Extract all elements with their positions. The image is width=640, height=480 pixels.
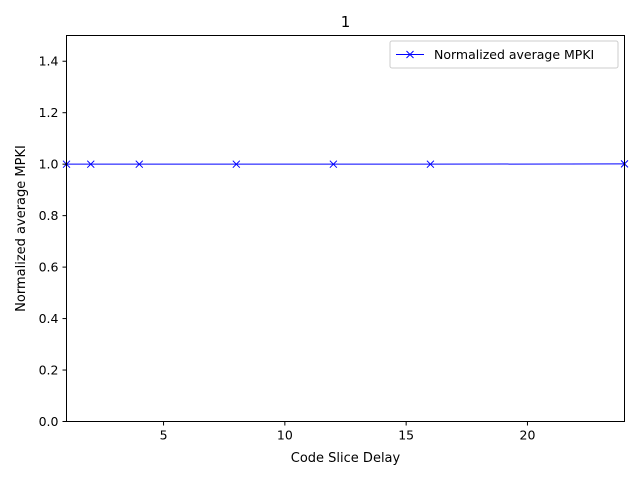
- ticks: 5 10 15 20 0.0 0.2 0.4 0.6 0.8 1.0 1.2 1.4: [39, 54, 536, 443]
- y-tick-label: 0.8: [39, 208, 59, 223]
- data-point-marker: [232, 160, 241, 169]
- axes-frame: [66, 35, 625, 422]
- y-tick-label: 0.6: [39, 260, 59, 275]
- legend-box: [389, 40, 619, 69]
- y-tick-label: 1.4: [39, 54, 59, 69]
- legend-marker-x: [406, 50, 414, 59]
- y-tick-label: 0.2: [39, 363, 59, 378]
- legend: Normalized average MPKI: [389, 40, 619, 69]
- y-tick-label: 1.0: [39, 157, 59, 172]
- chart-title: 1: [341, 13, 351, 31]
- y-tick-label: 0.4: [39, 311, 59, 326]
- x-tick-label: 5: [160, 428, 168, 443]
- legend-entry-label: Normalized average MPKI: [434, 47, 594, 62]
- y-tick-label: 0.0: [39, 414, 59, 429]
- y-tick-label: 1.2: [39, 105, 59, 120]
- data-point-marker: [329, 160, 338, 169]
- data-point-marker: [135, 160, 144, 169]
- data-point-marker: [426, 160, 435, 169]
- x-axis-label: Code Slice Delay: [291, 451, 401, 466]
- data-point-marker: [86, 160, 95, 169]
- x-tick-label: 15: [398, 428, 414, 443]
- plot-area: [62, 160, 629, 169]
- y-axis-label: Normalized average MPKI: [14, 145, 29, 312]
- x-tick-label: 20: [520, 428, 536, 443]
- x-tick-label: 10: [277, 428, 293, 443]
